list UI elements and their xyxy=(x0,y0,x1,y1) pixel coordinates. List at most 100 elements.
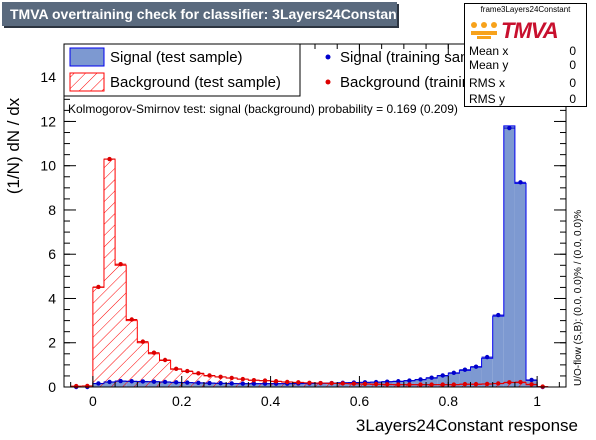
signal-training-point xyxy=(96,381,101,386)
stats-value: 0 xyxy=(569,44,576,58)
background-test-bar xyxy=(137,342,149,387)
legend-marker-background-training xyxy=(325,79,331,85)
background-training-point xyxy=(351,381,357,386)
signal-test-bar xyxy=(448,373,460,387)
signal-training-point xyxy=(229,381,234,386)
signal-training-point xyxy=(507,125,512,131)
background-training-point xyxy=(185,368,190,374)
background-training-point xyxy=(229,375,234,381)
background-test-bar xyxy=(514,382,527,387)
signal-test-bar xyxy=(437,375,449,387)
stats-value: 0 xyxy=(569,76,576,90)
y-tick-label: 4 xyxy=(48,290,56,306)
x-tick-label: 0.6 xyxy=(350,393,370,409)
background-training-point xyxy=(240,376,246,382)
signal-test-bar xyxy=(492,316,504,387)
background-training-point xyxy=(74,383,79,389)
background-training-point xyxy=(173,366,179,372)
y-tick-label: 8 xyxy=(48,202,56,218)
signal-training-point xyxy=(218,381,223,386)
background-training-point xyxy=(529,382,534,387)
background-test-bar xyxy=(159,360,171,387)
background-training-point xyxy=(196,371,201,376)
signal-training-point xyxy=(240,381,246,386)
signal-training-point xyxy=(196,380,201,385)
tmva-logo-text: TMVA xyxy=(501,18,559,43)
background-test-bar xyxy=(126,320,138,387)
stats-value: 0 xyxy=(569,58,576,72)
signal-training-point xyxy=(262,381,268,386)
background-training-point xyxy=(340,381,345,386)
signal-training-point xyxy=(496,312,501,318)
background-test-bar xyxy=(115,265,127,387)
signal-training-point xyxy=(173,380,179,385)
background-training-point xyxy=(329,381,334,386)
background-test-bar xyxy=(181,371,193,387)
legend-marker-signal-training xyxy=(325,54,331,60)
signal-training-point xyxy=(396,379,401,384)
stats-key: Mean x xyxy=(469,44,509,58)
background-training-point xyxy=(207,373,212,378)
background-training-point xyxy=(396,382,401,387)
signal-test-bar xyxy=(481,358,493,387)
y-tick-label: 0 xyxy=(48,379,56,395)
signal-training-point xyxy=(484,354,490,360)
signal-training-point xyxy=(418,377,423,382)
background-test-bar xyxy=(170,369,182,387)
signal-training-point xyxy=(151,379,157,384)
background-training-point xyxy=(384,382,390,387)
signal-training-point xyxy=(407,378,412,383)
signal-training-point xyxy=(451,370,457,376)
signal-training-point xyxy=(251,381,257,386)
y-tick-label: 14 xyxy=(40,69,56,85)
x-tick-label: 0.2 xyxy=(172,393,192,409)
background-training-point xyxy=(251,377,257,383)
legend-swatch-signal-test xyxy=(69,47,105,67)
signal-training-point xyxy=(140,379,146,384)
chart-title: TMVA overtraining check for classifier: … xyxy=(2,2,397,26)
x-tick-label: 0.8 xyxy=(439,393,459,409)
background-training-point xyxy=(362,381,368,387)
background-training-point xyxy=(462,381,468,387)
y-tick-label: 12 xyxy=(40,113,56,129)
signal-training-point xyxy=(129,379,134,384)
y-axis-label: (1/N) dN / dx xyxy=(4,97,23,194)
x-tick-label: 0.4 xyxy=(261,393,281,409)
signal-test-bar xyxy=(459,370,471,387)
background-training-point xyxy=(296,380,301,385)
background-training-point xyxy=(451,382,457,387)
stats-key: Mean y xyxy=(469,58,509,72)
legend-swatch-background-test xyxy=(69,72,105,92)
background-test-bar xyxy=(192,373,204,387)
stats-box: frame3Layers24Constant TMVA Mean x 0 Mea… xyxy=(464,3,587,107)
legend-label-signal-test: Signal (test sample) xyxy=(110,49,243,66)
signal-training-point xyxy=(462,367,468,372)
stats-row-mean-y: Mean y 0 xyxy=(469,58,582,72)
signal-training-point xyxy=(207,380,212,386)
signal-test-bar xyxy=(503,125,515,388)
stats-key: RMS y xyxy=(469,92,505,106)
background-test-bar xyxy=(503,382,515,387)
y-tick-label: 2 xyxy=(48,335,56,351)
stats-row-rms-x: RMS x 0 xyxy=(469,76,582,90)
y-tick-label: 6 xyxy=(48,246,56,262)
background-training-point xyxy=(118,261,123,267)
x-tick-label: 1 xyxy=(533,393,541,409)
background-training-point xyxy=(507,380,512,385)
stats-key: RMS x xyxy=(469,76,505,90)
background-training-point xyxy=(440,382,445,387)
background-training-point xyxy=(473,381,479,387)
tmva-logo-dots-icon xyxy=(471,22,497,39)
tmva-logo: TMVA xyxy=(465,16,586,46)
signal-training-point xyxy=(529,377,534,383)
stats-value: 0 xyxy=(569,92,576,106)
background-training-point xyxy=(373,381,379,387)
background-training-point xyxy=(218,374,223,380)
background-training-point xyxy=(151,350,157,355)
background-test-bar xyxy=(148,353,160,387)
stats-row-rms-y: RMS y 0 xyxy=(469,92,582,106)
background-training-point xyxy=(418,382,423,387)
signal-training-point xyxy=(473,364,479,369)
background-training-point xyxy=(407,382,412,387)
